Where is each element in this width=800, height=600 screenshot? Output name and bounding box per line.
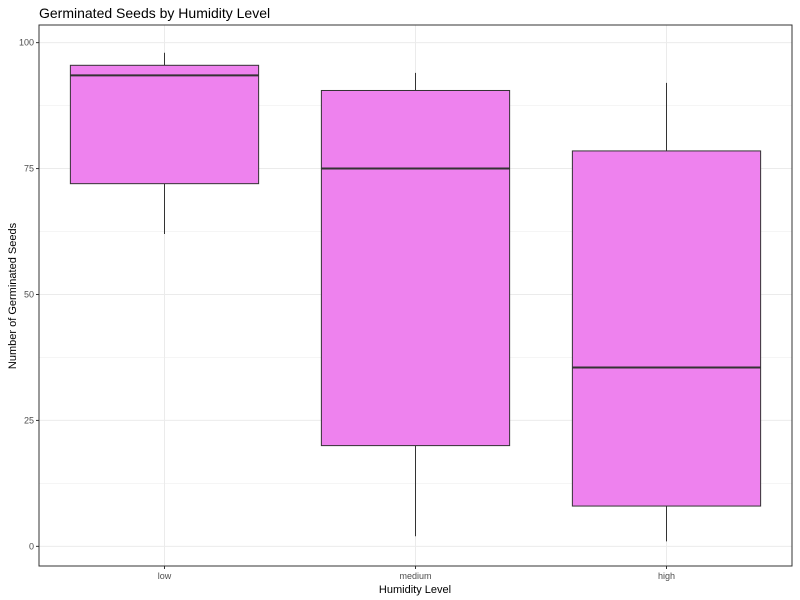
y-axis: 0 25 50 75 100 (19, 38, 39, 551)
box-high (571, 82, 762, 542)
y-tick-label: 0 (29, 541, 34, 551)
box-medium (320, 72, 511, 537)
chart-title: Germinated Seeds by Humidity Level (39, 5, 270, 21)
y-tick-label: 25 (24, 415, 34, 425)
box-plot-series (69, 52, 762, 542)
box-low (69, 52, 260, 235)
y-tick-label: 75 (24, 164, 34, 174)
interquartile-box (571, 150, 762, 507)
x-tick-label: low (158, 571, 172, 581)
y-tick-label: 100 (19, 38, 34, 48)
y-tick-label: 50 (24, 289, 34, 299)
x-axis-title: Humidity Level (379, 584, 451, 596)
x-tick-label: medium (399, 571, 431, 581)
y-axis-title: Number of Germinated Seeds (7, 222, 19, 369)
x-axis: low medium high (158, 566, 675, 581)
interquartile-box (320, 89, 511, 447)
interquartile-box (69, 64, 260, 185)
x-tick-label: high (658, 571, 675, 581)
